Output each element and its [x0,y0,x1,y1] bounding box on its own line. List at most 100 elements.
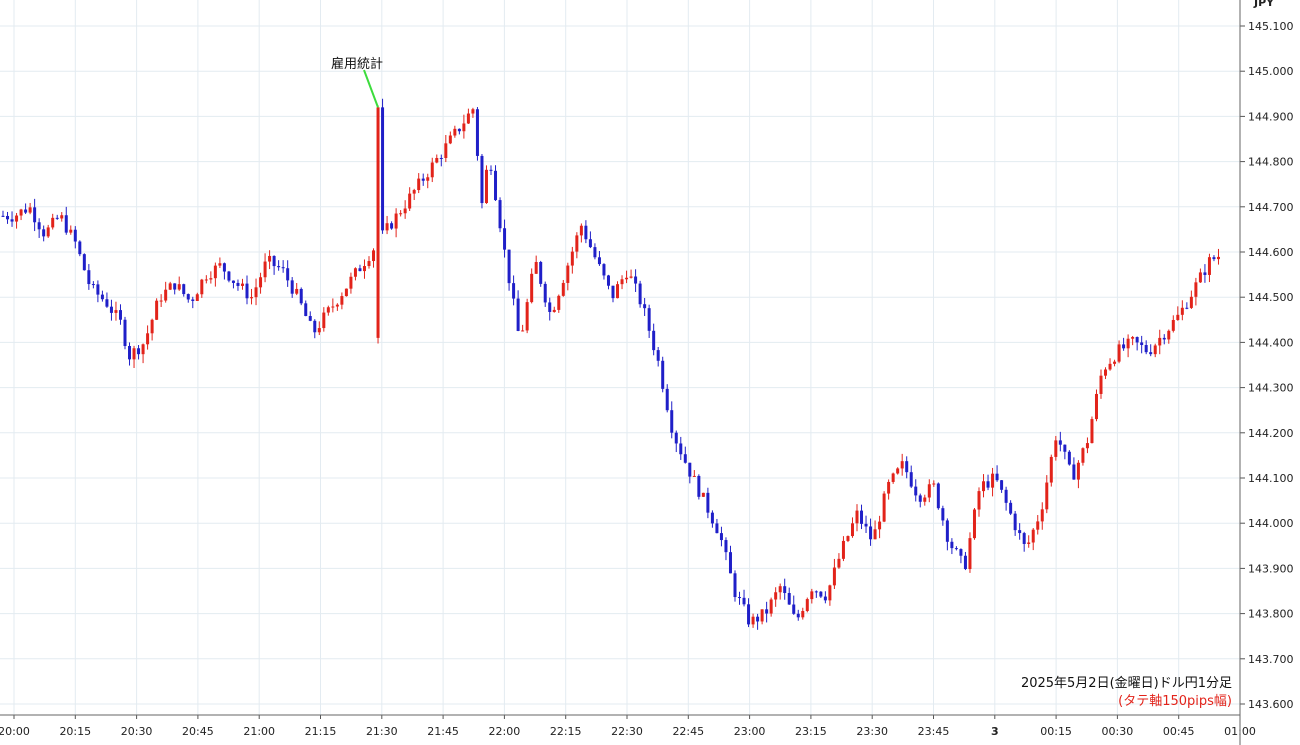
x-tick-label: 20:45 [182,725,214,738]
candle-body [91,284,95,286]
candle-body [728,552,732,574]
candle-body [828,585,832,601]
candle-body [100,294,104,300]
candle-body [1027,542,1031,544]
y-tick-label: 144.300 [1248,382,1294,395]
candle-body [200,279,204,295]
candle-body [774,592,778,600]
x-tick-label: 22:00 [489,725,521,738]
candle-body [936,483,940,509]
chart-subtitle: (タテ軸150pips幅) [1118,694,1232,709]
candle-body [611,285,615,299]
candle-body [963,555,967,570]
x-tick-label: 22:45 [672,725,704,738]
candle-body [552,309,556,312]
candle-body [1058,440,1062,445]
candle-body [1189,296,1193,308]
candle-body [787,593,791,605]
candle-body [263,261,267,278]
candle-body [191,299,195,301]
candle-body [322,312,326,329]
candle-body [313,320,317,333]
candle-body [1067,451,1071,465]
candle-body [1085,443,1089,449]
candle-body [390,223,394,229]
candle-body [426,177,430,181]
y-tick-label: 144.700 [1248,201,1294,214]
candle-body [376,107,380,338]
candle-body [566,265,570,283]
candle-body [756,616,760,622]
candle-body [453,128,457,136]
candle-body [1036,521,1040,530]
candle-body [1063,444,1067,452]
candle-body [832,567,836,586]
candle-body [1203,272,1207,275]
candle-body [905,461,909,473]
candle-body [841,540,845,559]
y-tick-label: 145.000 [1248,65,1294,78]
candle-body [679,443,683,455]
candle-body [959,549,963,556]
candle-body [408,193,412,209]
candle-body [1040,509,1044,522]
candle-body [683,454,687,463]
candle-body [715,523,719,534]
candle-body [87,270,91,285]
candle-body [747,604,751,625]
y-tick-label: 144.600 [1248,246,1294,259]
candle-body [643,304,647,309]
x-tick-label: 23:15 [795,725,827,738]
candle-body [109,306,113,313]
candle-body [55,217,59,219]
candle-body [620,279,624,285]
candle-body [878,521,882,530]
x-tick-label: 22:30 [611,725,643,738]
candle-body [430,162,434,178]
candle-body [579,225,583,236]
x-tick-label: 21:15 [305,725,337,738]
candle-body [575,235,579,252]
candles [1,98,1220,630]
candle-body [869,526,873,540]
candle-body [114,310,118,313]
candle-body [164,289,168,301]
candle-body [968,538,972,570]
candle-body [412,190,416,194]
x-tick-label: 20:30 [121,725,153,738]
candle-body [706,492,710,513]
candle-body [1171,319,1175,331]
candle-body [281,267,285,269]
candle-body [1013,513,1017,531]
candle-body [82,254,86,271]
candle-body [299,288,303,304]
y-tick-label: 144.400 [1248,336,1294,349]
candle-body [941,508,945,521]
candle-body [891,473,895,482]
candle-body [37,222,41,230]
candle-body [697,475,701,497]
candle-body [1122,344,1126,349]
candle-body [606,275,610,286]
candle-body [805,599,809,612]
candle-body [1207,257,1211,275]
candle-body [1194,282,1198,297]
candle-body [46,227,50,237]
candle-body [240,283,244,286]
candle-body [516,298,520,331]
candle-body [150,319,154,334]
candle-body [507,249,511,284]
candle-body [236,282,240,286]
candle-body [448,135,452,144]
candle-body [810,591,814,600]
x-tick-label: 20:00 [0,725,30,738]
y-tick-label: 145.100 [1248,20,1294,33]
candle-body [950,541,954,549]
candle-body [15,215,19,222]
candle-body [982,481,986,492]
x-tick-label: 21:00 [243,725,275,738]
candle-body [1009,502,1013,514]
x-tick-label: 23:30 [856,725,888,738]
candle-body [421,178,425,181]
